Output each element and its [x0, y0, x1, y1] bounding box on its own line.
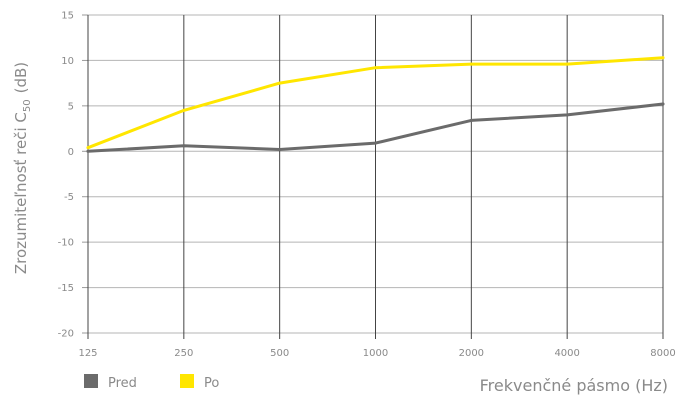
data-point-pred [565, 113, 569, 117]
x-tick-label: 125 [78, 348, 97, 359]
data-point-pred [374, 141, 377, 145]
data-point-po [278, 81, 282, 85]
y-axis-label: Zrozumiteľnosť reči C50 (dB) [12, 62, 33, 274]
legend-label-pred: Pred [108, 376, 137, 391]
y-tick-label: -5 [64, 192, 74, 203]
data-point-po [182, 108, 186, 112]
data-point-po [469, 62, 473, 66]
data-point-po [565, 62, 569, 66]
y-tick-label: -10 [58, 238, 74, 249]
x-axis-ticks: 125 250 500 1000 2000 4000 8000 [78, 348, 675, 359]
y-axis-label-unit: (dB) [12, 62, 30, 94]
y-tick-label: 0 [68, 147, 74, 158]
x-tick-label: 2000 [459, 348, 484, 359]
x-tick-label: 250 [174, 348, 193, 359]
data-point-pred [182, 144, 186, 148]
data-point-pred [661, 102, 665, 106]
data-point-pred [86, 149, 90, 153]
y-tick-label: -20 [58, 329, 74, 340]
x-tick-label: 1000 [363, 348, 388, 359]
data-point-po [661, 56, 665, 60]
legend-swatch-po [180, 374, 194, 388]
grid [82, 14, 664, 339]
legend-swatch-pred [84, 374, 98, 388]
x-tick-label: 500 [270, 348, 289, 359]
series-lines [86, 56, 665, 153]
x-tick-label: 8000 [650, 348, 675, 359]
data-point-po [86, 146, 90, 150]
y-tick-label: 15 [61, 11, 74, 22]
legend: Pred Po [84, 374, 219, 391]
data-point-po [374, 66, 377, 70]
data-point-pred [278, 147, 282, 151]
x-axis-label: Frekvenčné pásmo (Hz) [480, 376, 668, 395]
y-axis-label-main: Zrozumiteľnosť reči C [12, 112, 30, 274]
y-tick-label: -15 [58, 283, 74, 294]
y-axis-label-subscript: 50 [22, 99, 33, 112]
x-tick-label: 4000 [554, 348, 579, 359]
y-tick-label: 10 [61, 56, 74, 67]
y-tick-label: 5 [68, 101, 74, 112]
legend-label-po: Po [204, 376, 219, 391]
data-point-pred [469, 118, 473, 122]
y-axis-ticks: 15 10 5 0 -5 -10 -15 -20 [58, 11, 74, 340]
